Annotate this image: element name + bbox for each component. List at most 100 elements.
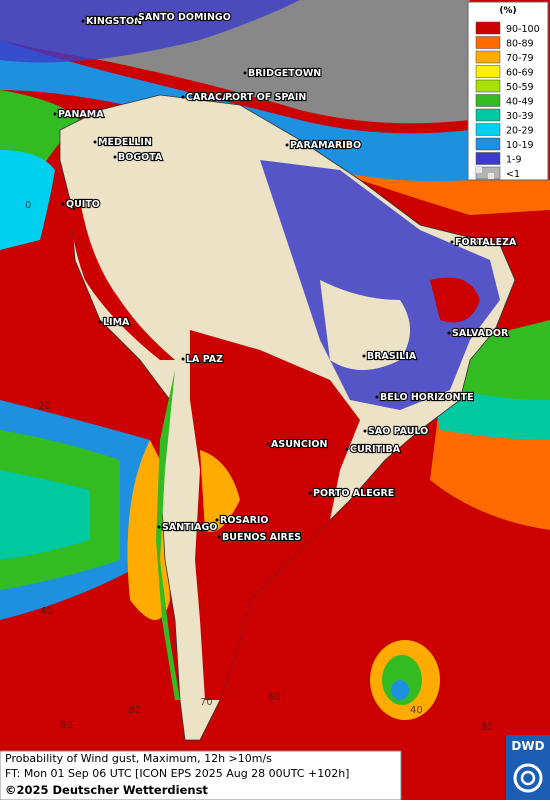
legend-swatch bbox=[475, 36, 501, 49]
city-label: FORTALEZA bbox=[455, 237, 517, 248]
city-label: CURITIBA bbox=[350, 444, 401, 455]
band-indigo bbox=[0, 0, 300, 63]
band-cyan bbox=[0, 150, 55, 250]
region-dry bbox=[320, 280, 410, 370]
city-label: KINGSTON bbox=[86, 16, 142, 27]
city-label: BUENOS AIRES bbox=[222, 532, 301, 543]
city-label: BRIDGETOWN bbox=[248, 68, 321, 79]
footer-line2: FT: Mon 01 Sep 06 UTC [ICON EPS 2025 Aug… bbox=[5, 767, 349, 780]
city-dot bbox=[450, 240, 454, 244]
grid-label: 40 bbox=[410, 705, 423, 716]
city-dot bbox=[447, 331, 451, 335]
grid-label: 60 bbox=[268, 692, 281, 703]
city-dot bbox=[93, 140, 97, 144]
legend-label: 30-39 bbox=[506, 111, 534, 122]
legend-swatch-check bbox=[476, 167, 482, 173]
city-label: ROSARIO bbox=[220, 515, 269, 526]
city-dot bbox=[81, 19, 85, 23]
city-dot bbox=[363, 429, 367, 433]
grid-label: 0 bbox=[25, 200, 31, 211]
grid-label: 20 bbox=[38, 401, 51, 412]
city-dot bbox=[98, 320, 102, 324]
legend-label: 90-100 bbox=[506, 24, 540, 35]
legend-swatch bbox=[475, 21, 501, 35]
logo-swirl bbox=[513, 763, 543, 793]
region-red-ne bbox=[430, 277, 480, 323]
legend-swatch bbox=[475, 123, 501, 136]
legend: (%) 90-100 80-89 70-79 60-69 50-59 40-49 30-39… bbox=[467, 1, 549, 181]
city-dot bbox=[217, 535, 221, 539]
andes-red bbox=[70, 200, 175, 360]
legend-label: 10-19 bbox=[506, 140, 534, 151]
city-dot bbox=[215, 518, 219, 522]
island-blue bbox=[391, 680, 409, 700]
city-dot bbox=[220, 95, 224, 99]
coast-green bbox=[156, 370, 180, 700]
grid-label: 30 bbox=[480, 722, 493, 733]
legend-swatch bbox=[475, 79, 501, 93]
legend-label: 20-29 bbox=[506, 126, 534, 137]
city-label: SAO PAULO bbox=[368, 426, 428, 437]
legend-swatch bbox=[475, 50, 501, 64]
city-dot bbox=[61, 202, 65, 206]
legend-swatch bbox=[475, 137, 501, 151]
city-label: SALVADOR bbox=[452, 328, 509, 339]
grid-label: 40 bbox=[40, 606, 53, 617]
city-label: LIMA bbox=[103, 317, 130, 328]
city-label: BRASILIA bbox=[367, 351, 417, 362]
city-dot bbox=[345, 447, 349, 451]
legend-swatch-check bbox=[488, 173, 494, 179]
city-label: QUITO bbox=[66, 199, 100, 210]
grid-label: 60 bbox=[60, 720, 73, 731]
city-label: BOGOTA bbox=[118, 152, 163, 163]
logo-swirl-inner bbox=[520, 770, 536, 786]
grid-label: 70 bbox=[200, 697, 213, 708]
legend-label: 70-79 bbox=[506, 53, 534, 64]
legend-swatch bbox=[475, 65, 501, 78]
city-dot bbox=[133, 15, 137, 19]
city-dot bbox=[181, 357, 185, 361]
city-dot bbox=[243, 71, 247, 75]
legend-label: 50-59 bbox=[506, 82, 534, 93]
city-dot bbox=[285, 143, 289, 147]
legend-label: 60-69 bbox=[506, 68, 534, 79]
city-dot bbox=[266, 442, 270, 446]
pacific-teal bbox=[0, 470, 90, 560]
legend-label: 1-9 bbox=[506, 155, 522, 166]
legend-label: <1 bbox=[506, 169, 520, 180]
legend-label: 80-89 bbox=[506, 39, 534, 50]
footer-copyright: ©2025 Deutscher Wetterdienst bbox=[5, 783, 208, 797]
city-dot bbox=[113, 155, 117, 159]
city-label: PARAMARIBO bbox=[290, 140, 361, 151]
city-label: PORT OF SPAIN bbox=[225, 92, 306, 103]
city-label: SANTO DOMINGO bbox=[138, 12, 231, 23]
city-label: ASUNCION bbox=[271, 439, 327, 450]
legend-swatch bbox=[475, 94, 501, 107]
footer-box bbox=[0, 750, 402, 801]
city-dot bbox=[157, 525, 161, 529]
city-label: LA PAZ bbox=[186, 354, 223, 365]
logo-box bbox=[506, 735, 550, 800]
city-label: CARACAS bbox=[186, 92, 236, 103]
city-dot bbox=[53, 112, 57, 116]
region-indigo bbox=[260, 160, 500, 410]
legend-swatch bbox=[475, 152, 501, 165]
legend-swatch bbox=[475, 108, 501, 122]
city-label: MEDELLIN bbox=[98, 137, 152, 148]
city-label: PANAMA bbox=[58, 109, 104, 120]
logo-text: DWD bbox=[511, 739, 544, 753]
legend-label: 40-49 bbox=[506, 97, 534, 108]
band-orange bbox=[330, 170, 550, 215]
city-dot bbox=[308, 491, 312, 495]
city-dot bbox=[362, 354, 366, 358]
footer-line1: Probability of Wind gust, Maximum, 12h >… bbox=[5, 752, 272, 765]
region-orange bbox=[200, 450, 240, 532]
grid-label: 80 bbox=[128, 705, 141, 716]
city-dot bbox=[181, 95, 185, 99]
city-label: BELO HORIZONTE bbox=[380, 392, 474, 403]
city-dot bbox=[375, 395, 379, 399]
legend-unit: (%) bbox=[499, 6, 516, 16]
